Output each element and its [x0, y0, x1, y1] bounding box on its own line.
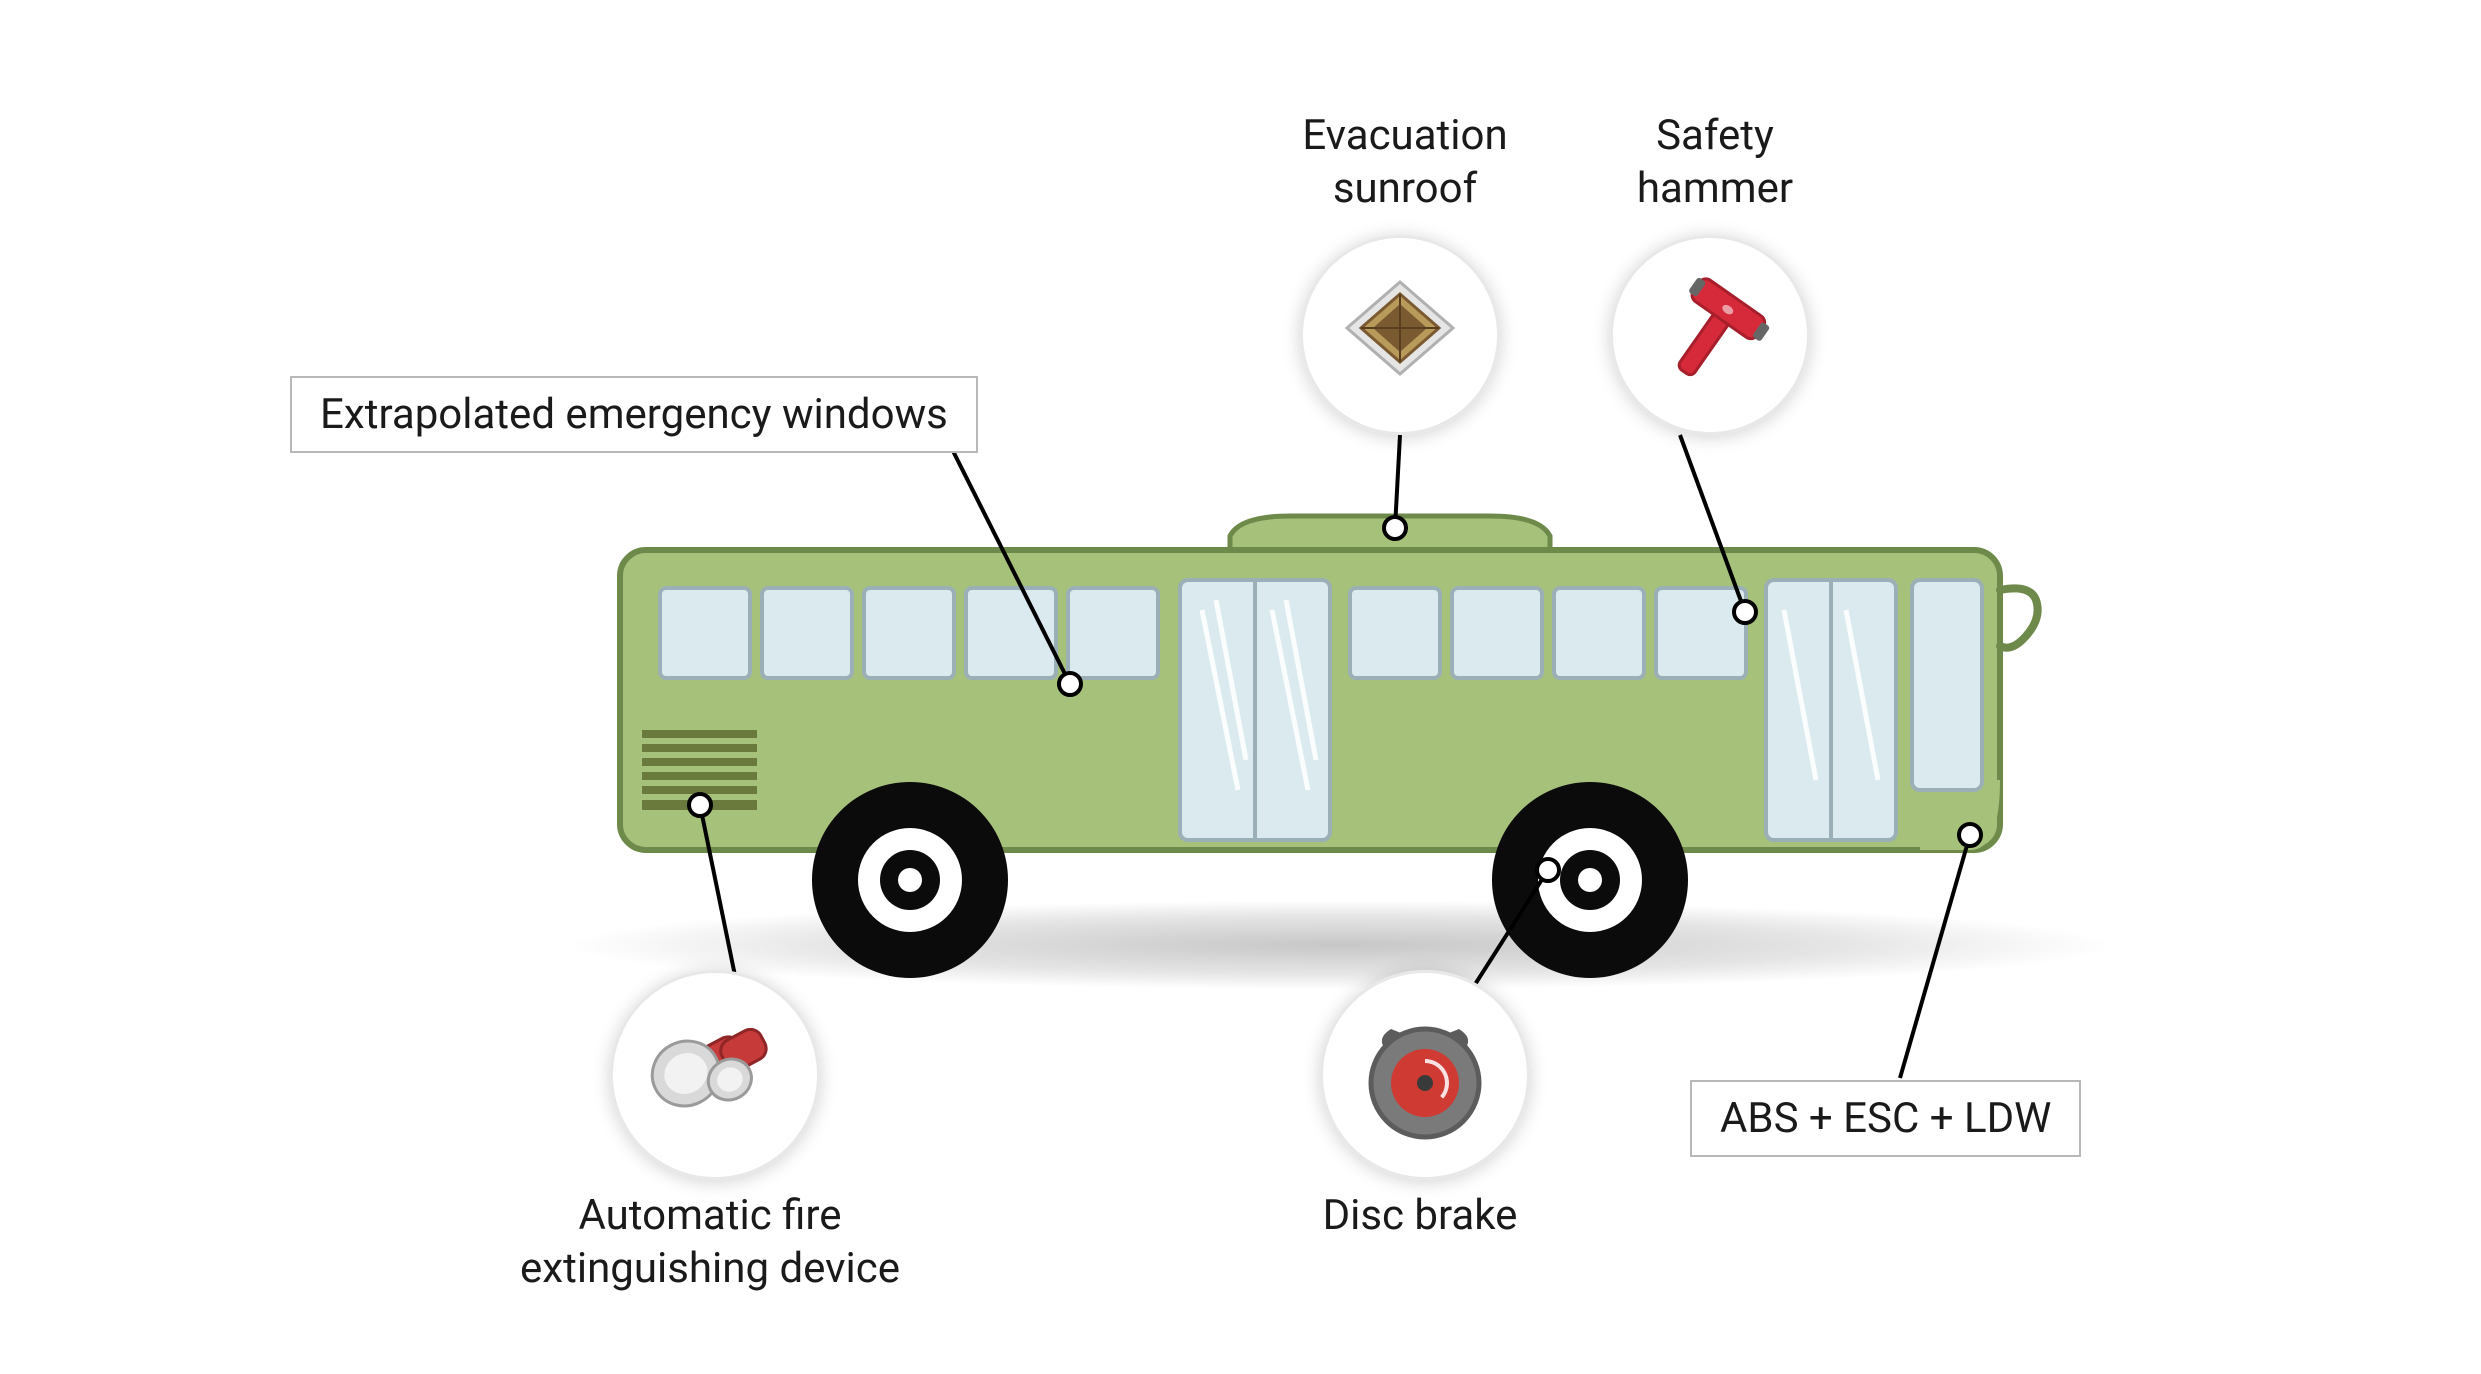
hammer-icon: [1635, 260, 1785, 410]
sunroof-icon: [1335, 270, 1465, 400]
fire-extinguisher-icon: [630, 990, 800, 1160]
bus-illustration: [590, 480, 2070, 1000]
label-hammer-2: hammer: [1637, 164, 1793, 213]
callout-sunroof: [1300, 235, 1500, 435]
label-evac-1: Evacuation: [1302, 111, 1507, 160]
label-hammer-1: Safety: [1656, 111, 1774, 160]
label-safety-hammer: Safety hammer: [1600, 110, 1830, 215]
callout-hammer: [1610, 235, 1810, 435]
label-evac-sunroof: Evacuation sunroof: [1270, 110, 1540, 215]
callout-fire-extinguisher: [610, 970, 820, 1180]
label-fire-2: extinguishing device: [520, 1244, 900, 1293]
label-abs-text: ABS + ESC + LDW: [1720, 1094, 2051, 1143]
diagram-stage: Extrapolated emergency windows ABS + ESC…: [0, 0, 2481, 1374]
label-disc-brake: Disc brake: [1290, 1190, 1550, 1243]
label-disc-brake-text: Disc brake: [1323, 1191, 1518, 1240]
label-fire-1: Automatic fire: [578, 1191, 841, 1240]
label-emergency-windows: Extrapolated emergency windows: [290, 376, 978, 453]
label-emergency-windows-text: Extrapolated emergency windows: [320, 390, 948, 439]
label-evac-2: sunroof: [1333, 164, 1477, 213]
label-abs-esc-ldw: ABS + ESC + LDW: [1690, 1080, 2081, 1157]
callout-disc-brake: [1320, 970, 1530, 1180]
disc-brake-icon: [1345, 995, 1505, 1155]
label-fire-extinguisher: Automatic fire extinguishing device: [430, 1190, 990, 1295]
